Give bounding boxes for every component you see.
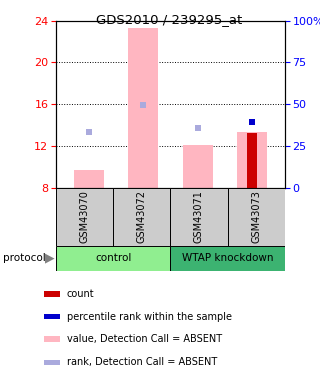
Bar <box>56 188 113 246</box>
Text: GSM43072: GSM43072 <box>137 190 147 243</box>
Text: control: control <box>95 254 132 263</box>
Bar <box>170 188 228 246</box>
Bar <box>228 188 285 246</box>
Bar <box>237 132 267 188</box>
Text: WTAP knockdown: WTAP knockdown <box>182 254 273 263</box>
Text: GSM43071: GSM43071 <box>194 190 204 243</box>
Text: value, Detection Call = ABSENT: value, Detection Call = ABSENT <box>67 334 222 344</box>
Text: GDS2010 / 239295_at: GDS2010 / 239295_at <box>96 13 243 26</box>
Text: GSM43073: GSM43073 <box>251 190 261 243</box>
Text: GSM43070: GSM43070 <box>80 190 90 243</box>
Bar <box>44 336 60 342</box>
Bar <box>44 291 60 297</box>
Bar <box>247 133 257 188</box>
Bar <box>113 188 170 246</box>
Bar <box>74 170 104 188</box>
Bar <box>44 360 60 365</box>
Bar <box>183 145 212 188</box>
Text: percentile rank within the sample: percentile rank within the sample <box>67 312 232 321</box>
Text: protocol: protocol <box>3 254 46 263</box>
Text: rank, Detection Call = ABSENT: rank, Detection Call = ABSENT <box>67 357 217 368</box>
Text: count: count <box>67 289 94 299</box>
Text: ▶: ▶ <box>45 252 54 265</box>
Bar <box>128 28 158 188</box>
Bar <box>170 246 285 271</box>
Bar <box>56 246 170 271</box>
Bar <box>44 314 60 319</box>
